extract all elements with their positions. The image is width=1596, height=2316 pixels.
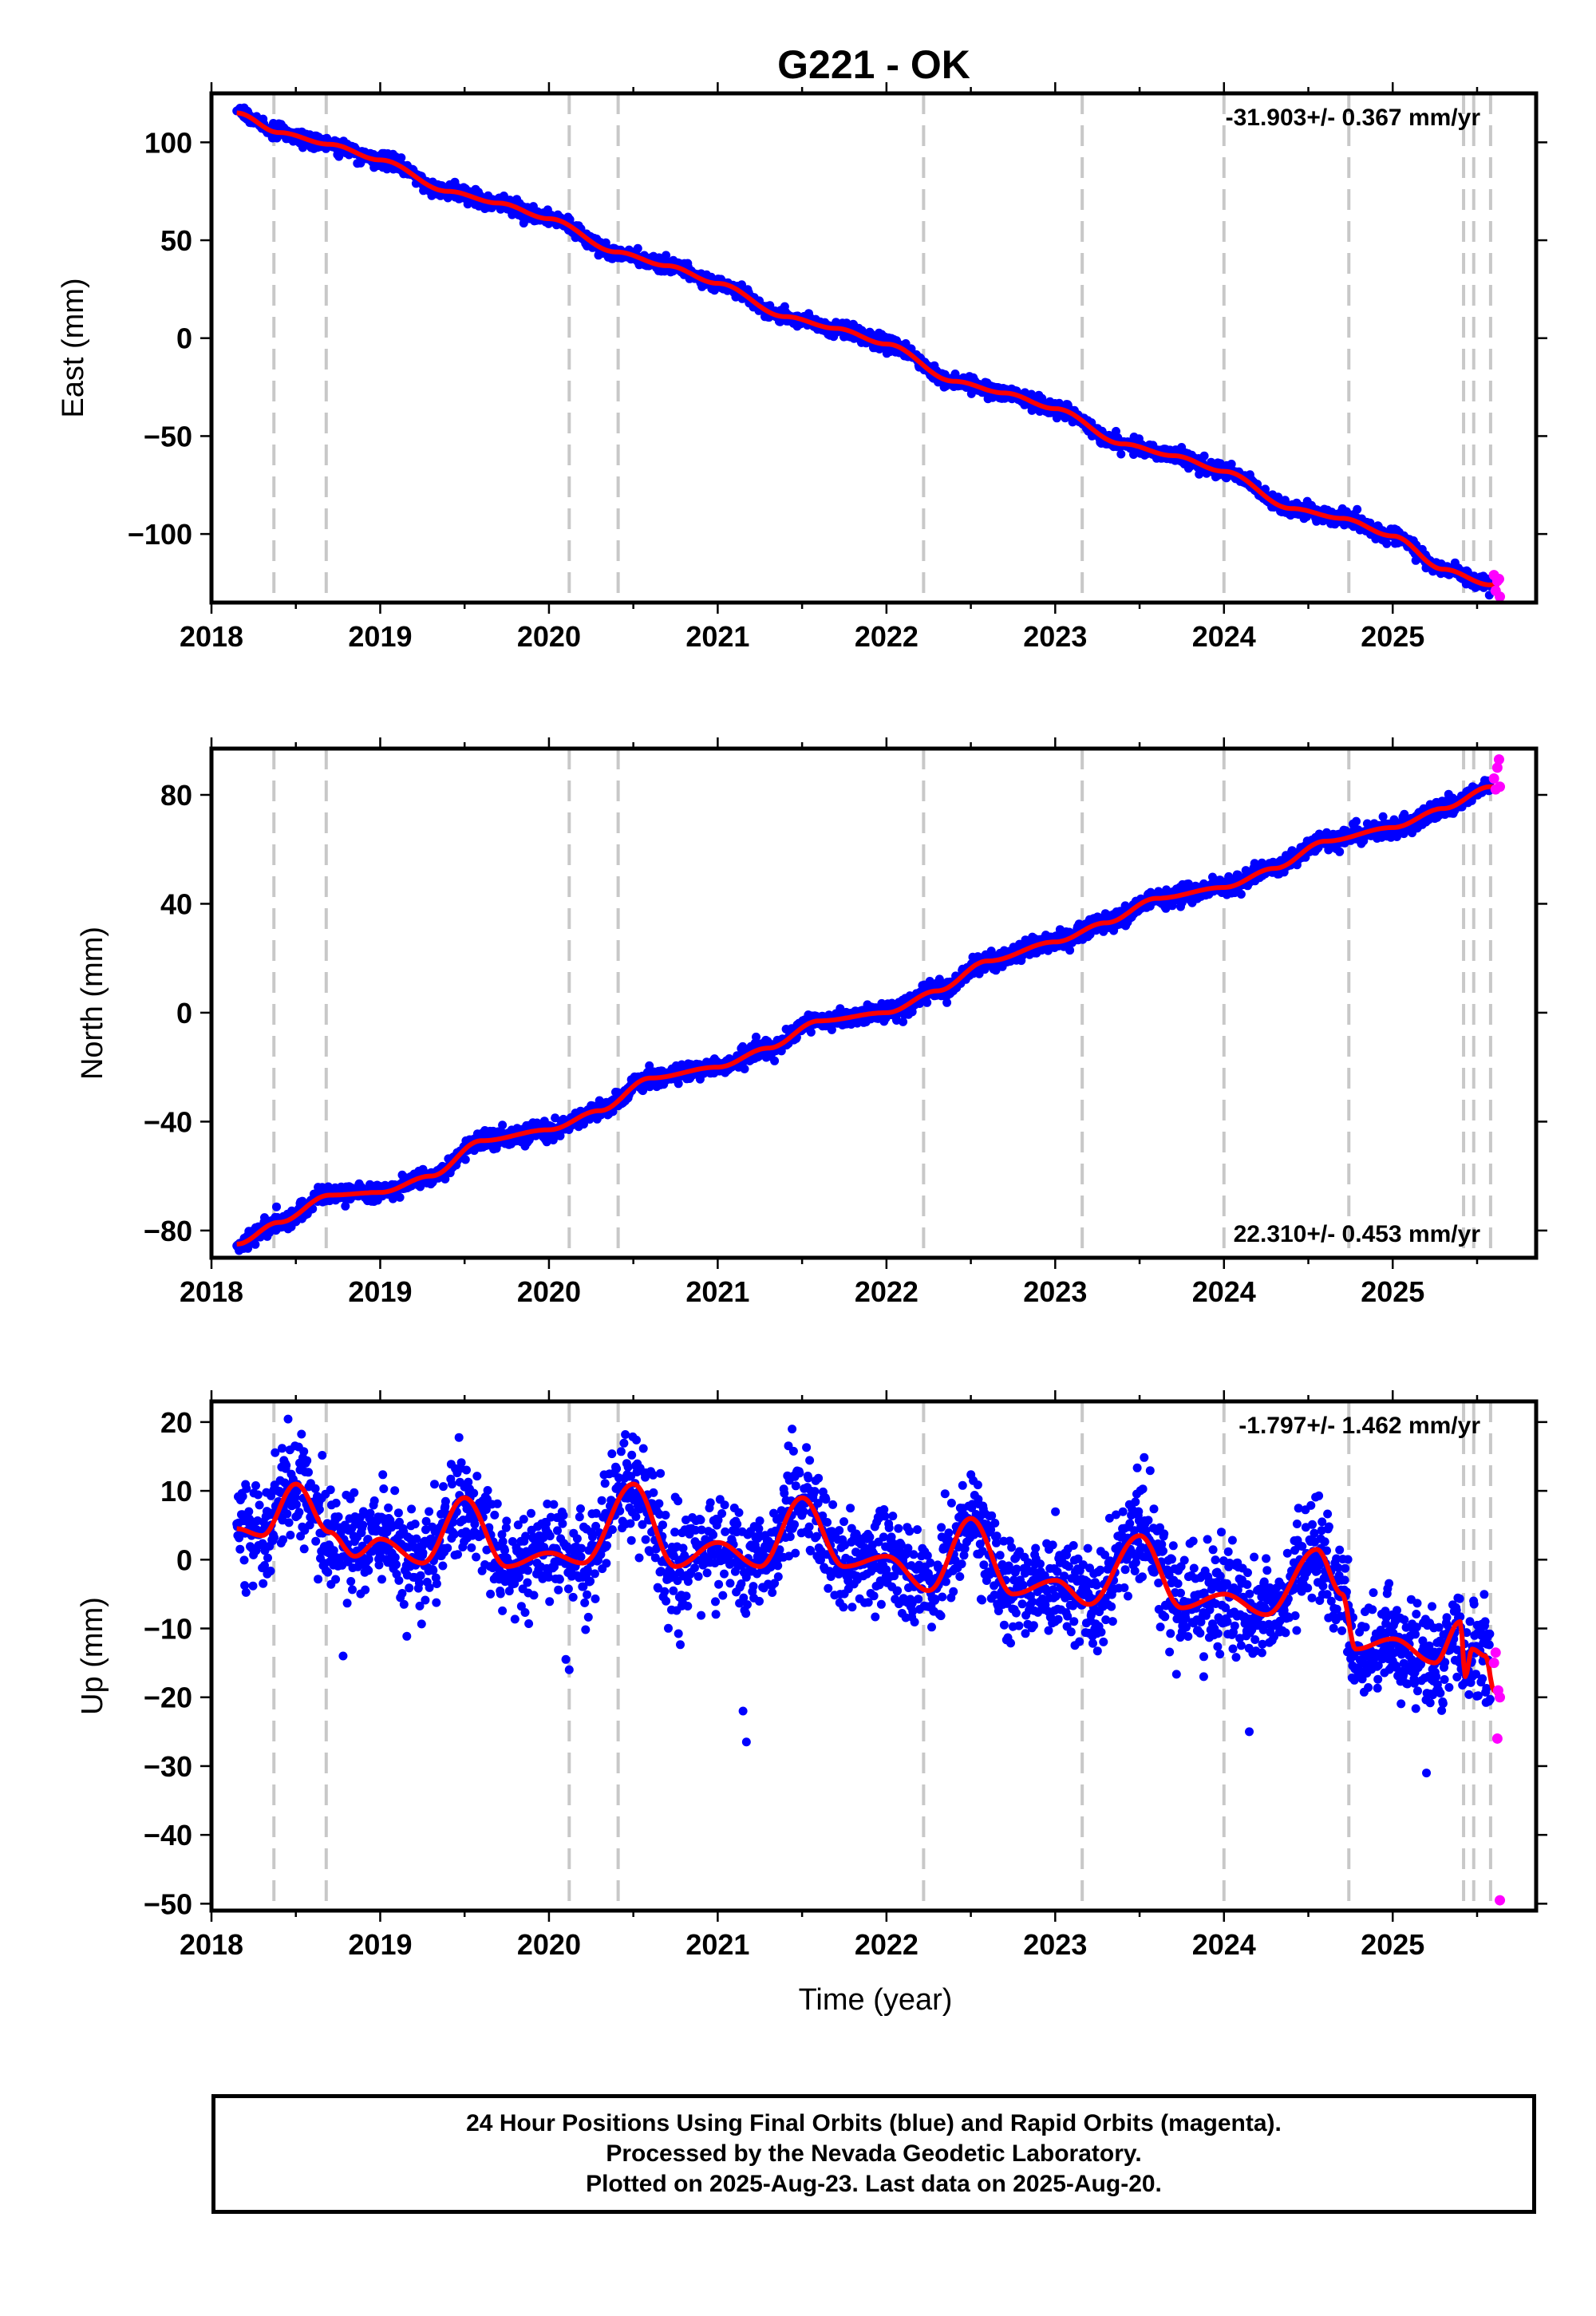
north-final-point-1442 bbox=[899, 1017, 908, 1026]
east-final-point-2094 bbox=[1199, 451, 1209, 460]
north-final-point-495 bbox=[460, 1155, 470, 1164]
north-final-point-353 bbox=[395, 1192, 405, 1202]
east-xtick-label-5: 2023 bbox=[1023, 620, 1087, 653]
north-final-point-397 bbox=[416, 1182, 425, 1192]
north-final-point-1494 bbox=[922, 998, 932, 1007]
east-xtick-label-3: 2021 bbox=[685, 620, 749, 653]
east-final-point-1720 bbox=[1027, 389, 1036, 399]
north-final-point-1243 bbox=[806, 1027, 816, 1037]
panel-north: 2018 2019 2020 2021 2022 2023 2024 202580400−40… bbox=[76, 737, 1547, 1308]
east-frame bbox=[209, 91, 1539, 605]
east-ytick-label-3: −50 bbox=[144, 420, 192, 453]
north-final-point-1164 bbox=[770, 1056, 780, 1065]
east-final-series bbox=[232, 103, 1495, 600]
east-xtick-label-6: 2024 bbox=[1192, 620, 1256, 653]
east-final-point-929 bbox=[662, 251, 671, 260]
north-final-point-1099 bbox=[740, 1064, 749, 1073]
east-xtick-label-2: 2020 bbox=[517, 620, 581, 653]
east-ytick-label-1: 50 bbox=[160, 224, 192, 257]
north-final-point-24 bbox=[243, 1243, 253, 1253]
north-final-point-575 bbox=[498, 1120, 508, 1130]
east-y-axis-title: East (mm) bbox=[57, 278, 90, 417]
north-final-point-956 bbox=[674, 1079, 683, 1089]
panel-east: 2018 2019 2020 2021 2022 2023 2024 2025 100 50 0 −5… bbox=[57, 82, 1547, 653]
east-model-line bbox=[235, 110, 1500, 587]
east-rate-label: -31.903+/- 0.367 mm/yr bbox=[1226, 105, 1481, 131]
north-final-point-235 bbox=[341, 1201, 350, 1211]
north-final-point-2423 bbox=[1352, 816, 1361, 826]
east-ytick-label-4: −100 bbox=[128, 518, 192, 551]
east-rapid-series bbox=[1488, 570, 1506, 603]
east-xtick-label-7: 2025 bbox=[1361, 620, 1424, 653]
east-final-point-1914 bbox=[1116, 449, 1126, 459]
east-rapid-point-4 bbox=[1495, 591, 1506, 603]
east-xtick-label-4: 2022 bbox=[855, 620, 918, 653]
north-event-lines bbox=[272, 749, 1492, 1258]
east-ytick-label-2: 0 bbox=[176, 322, 192, 355]
north-final-point-1537 bbox=[942, 998, 952, 1007]
panels: 2018 2019 2020 2021 2022 2023 2024 2025 100 50 0 −5… bbox=[57, 82, 1547, 1961]
north-final-point-2174 bbox=[1236, 890, 1246, 899]
north-final-point-2387 bbox=[1335, 847, 1345, 856]
chart-title: G221 - OK bbox=[777, 42, 970, 87]
east-xtick-label-0: 2018 bbox=[180, 620, 243, 653]
east-final-point-2425 bbox=[1353, 504, 1362, 514]
east-final-point-2153 bbox=[1227, 460, 1236, 468]
east-ytick-label-0: 100 bbox=[144, 126, 192, 159]
north-final-point-86 bbox=[272, 1202, 281, 1211]
east-final-point-356 bbox=[397, 153, 406, 163]
east-final-point-2489 bbox=[1382, 539, 1392, 548]
north-final-point-40 bbox=[251, 1239, 260, 1249]
north-final-point-1803 bbox=[1065, 946, 1075, 955]
east-xtick-label-1: 2019 bbox=[348, 620, 412, 653]
north-final-point-700 bbox=[555, 1131, 565, 1140]
east-rapid-point-3 bbox=[1493, 574, 1504, 585]
east-final-point-868 bbox=[633, 243, 642, 253]
